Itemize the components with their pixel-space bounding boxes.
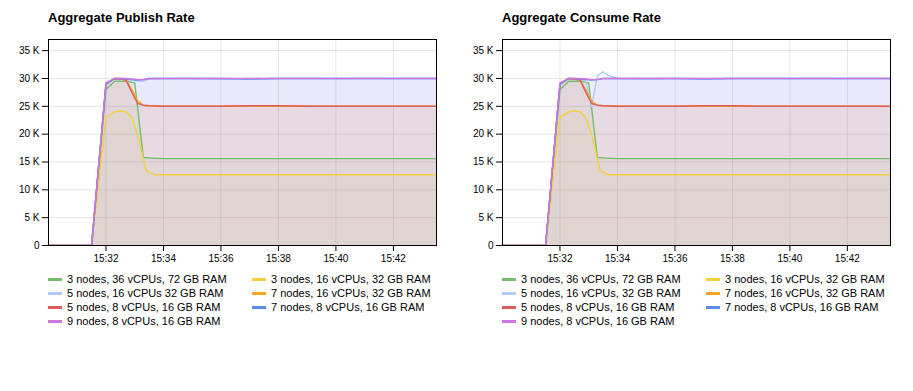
svg-text:15:40: 15:40 [777, 253, 802, 264]
svg-text:10 K: 10 K [473, 184, 494, 195]
svg-text:15:38: 15:38 [266, 253, 291, 264]
svg-text:0: 0 [34, 240, 40, 251]
svg-text:15:36: 15:36 [662, 253, 687, 264]
html-text:5 nodes, 16 vCPUs 32 GB RAM: 5 nodes, 16 vCPUs 32 GB RAM [67, 287, 224, 299]
html-text:7 nodes, 8 vCPUs, 16 GB RAM: 7 nodes, 8 vCPUs, 16 GB RAM [725, 301, 879, 313]
svg-text:30 K: 30 K [473, 73, 494, 84]
svg-text:15:40: 15:40 [323, 253, 348, 264]
svg-text:15:38: 15:38 [720, 253, 745, 264]
svg-text:30 K: 30 K [19, 73, 40, 84]
svg-text:10 K: 10 K [19, 184, 40, 195]
svg-text:15 K: 15 K [473, 156, 494, 167]
svg-text:35 K: 35 K [473, 45, 494, 56]
html-text:5 nodes, 16 vCPUs, 32 GB RAM: 5 nodes, 16 vCPUs, 32 GB RAM [521, 287, 681, 299]
svg-text:15:36: 15:36 [208, 253, 233, 264]
svg-text:15:32: 15:32 [93, 253, 118, 264]
html-text:7 nodes, 16 vCPUs, 32 GB RAM: 7 nodes, 16 vCPUs, 32 GB RAM [725, 287, 885, 299]
svg-text:15:34: 15:34 [605, 253, 630, 264]
svg-text:25 K: 25 K [473, 101, 494, 112]
html-text:5 nodes, 8 vCPUs, 16 GB RAM: 5 nodes, 8 vCPUs, 16 GB RAM [67, 301, 221, 313]
svg-text:35 K: 35 K [19, 45, 40, 56]
svg-text:15 K: 15 K [19, 156, 40, 167]
svg-text:0: 0 [488, 240, 494, 251]
html-text:5 nodes, 8 vCPUs, 16 GB RAM: 5 nodes, 8 vCPUs, 16 GB RAM [521, 301, 675, 313]
svg-text:15:42: 15:42 [835, 253, 860, 264]
html-text:3 nodes, 36 vCPUs, 72 GB RAM: 3 nodes, 36 vCPUs, 72 GB RAM [521, 273, 681, 285]
html-text:Aggregate Consume Rate: Aggregate Consume Rate [502, 10, 661, 25]
svg-text:20 K: 20 K [473, 128, 494, 139]
html-text:7 nodes, 8 vCPUs, 16 GB RAM: 7 nodes, 8 vCPUs, 16 GB RAM [271, 301, 425, 313]
svg-text:5 K: 5 K [24, 212, 39, 223]
html-text:9 nodes, 8 vCPUs, 16 GB RAM: 9 nodes, 8 vCPUs, 16 GB RAM [67, 315, 221, 327]
svg-text:5 K: 5 K [478, 212, 493, 223]
html-text:3 nodes, 16 vCPUs, 32 GB RAM: 3 nodes, 16 vCPUs, 32 GB RAM [725, 273, 885, 285]
svg-text:20 K: 20 K [19, 128, 40, 139]
html-text:7 nodes, 16 vCPUs, 32 GB RAM: 7 nodes, 16 vCPUs, 32 GB RAM [271, 287, 431, 299]
svg-text:25 K: 25 K [19, 101, 40, 112]
html-text:3 nodes, 36 vCPUs, 72 GB RAM: 3 nodes, 36 vCPUs, 72 GB RAM [67, 273, 227, 285]
svg-text:15:34: 15:34 [151, 253, 176, 264]
html-text:9 nodes, 8 vCPUs, 16 GB RAM: 9 nodes, 8 vCPUs, 16 GB RAM [521, 315, 675, 327]
svg-text:15:32: 15:32 [547, 253, 572, 264]
html-text:3 nodes, 16 vCPUs, 32 GB RAM: 3 nodes, 16 vCPUs, 32 GB RAM [271, 273, 431, 285]
svg-text:15:42: 15:42 [381, 253, 406, 264]
html-text:Aggregate Publish Rate: Aggregate Publish Rate [48, 10, 195, 25]
